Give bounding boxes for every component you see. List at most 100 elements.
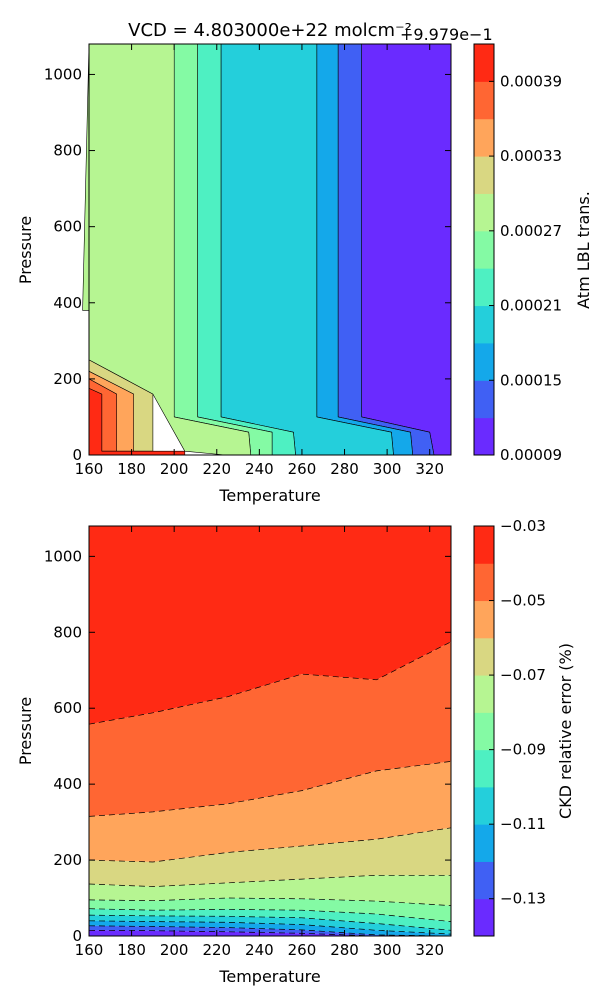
bottom-band-0-06 [89, 761, 451, 862]
bottom-colorbar-tick-label-0-11: −0.11 [500, 815, 546, 833]
top-y-tick-label-400: 400 [53, 294, 82, 312]
bottom-colorbar-tick-label-0-09: −0.09 [500, 741, 546, 759]
top-x-tick-label-240: 240 [245, 460, 274, 478]
top-y-axis: 0 200 400 600 800 1000 [44, 65, 451, 464]
bottom-band-0-11 [89, 915, 451, 935]
bottom-colorbar-tick-label-0-03: −0.03 [500, 517, 546, 535]
bottom-colorbar-frame [473, 525, 495, 937]
top-colorbar-tick-label-0-00021: 0.00021 [500, 297, 562, 315]
top-colorbar-swatch-9 [474, 81, 494, 120]
bottom-colorbar-swatch-1 [474, 861, 494, 900]
top-y-tick-label-0: 0 [72, 446, 82, 464]
bottom-contour-line-0-08 [88, 897, 452, 906]
bottom-colorbar-swatch-5 [474, 712, 494, 751]
bottom-x-tick-label-200: 200 [160, 941, 189, 959]
bottom-contour-line-0-11 [88, 920, 452, 935]
bottom-colorbar-swatch-2 [474, 824, 494, 862]
bottom-contour-line-0-1 [88, 914, 452, 931]
top-colorbar-swatch-1 [474, 380, 494, 419]
bottom-x-tick-label-180: 180 [117, 941, 146, 959]
bottom-contour-line-0-04 [88, 641, 452, 725]
bottom-x-tick-label-160: 160 [75, 941, 104, 959]
top-colorbar-tick-label-0-00015: 0.00015 [500, 371, 562, 389]
bottom-colorbar-swatch-9 [474, 563, 494, 602]
top-y-tick-label-800: 800 [53, 142, 82, 160]
top-colorbar-swatch-6 [474, 193, 494, 232]
bottom-y-tick-label-600: 600 [53, 699, 82, 717]
bottom-x-tick-label-260: 260 [288, 941, 317, 959]
bottom-band-0-05 [89, 641, 451, 817]
bottom-contour-line-0-06 [88, 827, 452, 863]
top-y-tick-label-200: 200 [53, 370, 82, 388]
top-colorbar: 0.00009 0.00015 0.00021 0.00027 0.00033 0.000… [473, 43, 562, 464]
bottom-band-0-07 [89, 827, 451, 887]
top-plot-frame [88, 43, 452, 456]
top-y-tick-label-1000: 1000 [44, 65, 82, 83]
bottom-contour-line-0-07 [88, 874, 451, 887]
top-colorbar-swatch-10 [474, 44, 494, 82]
bottom-colorbar-tick-label-0-05: −0.05 [500, 592, 546, 610]
top-x-axis: 160 180 200 220 240 260 280 300 320 [75, 44, 444, 478]
bottom-plot-frame [88, 525, 452, 937]
bottom-x-tick-label-240: 240 [245, 941, 274, 959]
bottom-colorbar-swatch-10 [474, 526, 494, 564]
top-colorbar-swatch-5 [474, 230, 494, 269]
bottom-colorbar: −0.13 −0.11 −0.09 −0.07 −0.05 −0.03 [473, 517, 546, 937]
bottom-y-tick-label-1000: 1000 [44, 547, 82, 565]
top-colorbar-frame [473, 43, 495, 456]
top-x-tick-label-320: 320 [415, 460, 444, 478]
top-x-tick-label-220: 220 [202, 460, 231, 478]
bottom-contour-line-0-09 [88, 908, 452, 922]
bottom-y-tick-label-0: 0 [72, 927, 82, 945]
bottom-x-axis: 160 180 200 220 240 260 280 300 320 [75, 526, 444, 959]
bottom-contour-line-0-13 [88, 929, 451, 937]
top-colorbar-swatch-2 [474, 342, 494, 381]
bottom-colorbar-swatch-8 [474, 600, 494, 639]
bottom-colorbar-swatch-7 [474, 637, 494, 676]
top-colorbar-swatch-8 [474, 118, 494, 157]
top-y-tick-label-600: 600 [53, 218, 82, 236]
bottom-x-tick-label-220: 220 [202, 941, 231, 959]
bottom-band-0-1 [89, 908, 451, 931]
top-y-axis-label: Pressure [16, 216, 35, 284]
top-colorbar-tick-label-0-00027: 0.00027 [500, 222, 562, 240]
bottom-contour-lines [88, 641, 452, 937]
top-colorbar-swatch-3 [474, 305, 494, 344]
top-x-tick-label-280: 280 [330, 460, 359, 478]
bottom-colorbar-swatch-6 [474, 675, 494, 713]
bottom-band-0-13 [89, 925, 451, 936]
top-title: VCD = 4.803000e+22 molcm⁻² [128, 20, 412, 41]
bottom-colorbar-swatch-4 [474, 749, 494, 788]
top-x-tick-label-160: 160 [75, 460, 104, 478]
bottom-colorbar-tick-label-0-13: −0.13 [500, 890, 546, 908]
bottom-y-axis-label: Pressure [16, 697, 35, 765]
top-band-0-00009 [361, 43, 452, 456]
bottom-y-tick-label-800: 800 [53, 623, 82, 641]
bottom-y-tick-label-400: 400 [53, 775, 82, 793]
bottom-colorbar-swatch-0 [474, 898, 494, 937]
bottom-contour-line-0-05 [88, 761, 452, 817]
top-x-axis-label: Temperature [218, 486, 320, 505]
top-x-tick-label-200: 200 [160, 460, 189, 478]
top-x-tick-label-180: 180 [117, 460, 146, 478]
bottom-colorbar-swatch-3 [474, 786, 494, 825]
bottom-x-tick-label-320: 320 [415, 941, 444, 959]
top-colorbar-swatch-7 [474, 156, 494, 194]
bottom-band-0-04 [89, 526, 451, 725]
bottom-x-tick-label-280: 280 [330, 941, 359, 959]
top-x-tick-label-300: 300 [373, 460, 402, 478]
bottom-x-axis-label: Temperature [218, 967, 320, 986]
bottom-x-tick-label-300: 300 [373, 941, 402, 959]
top-contour-fill [82, 43, 452, 456]
bottom-colorbar-tick-label-0-07: −0.07 [500, 666, 546, 684]
bottom-contour-line-0-12 [88, 925, 452, 937]
bottom-band-0-08 [89, 875, 451, 906]
bottom-y-tick-label-200: 200 [53, 851, 82, 869]
top-x-tick-label-260: 260 [288, 460, 317, 478]
top-colorbar-tick-label-0-00009: 0.00009 [500, 446, 562, 464]
bottom-contour-fill [89, 526, 451, 936]
top-colorbar-tick-label-0-00039: 0.00039 [500, 72, 562, 90]
top-colorbar-tick-label-0-00033: 0.00033 [500, 147, 562, 165]
top-colorbar-swatch-4 [474, 268, 494, 307]
